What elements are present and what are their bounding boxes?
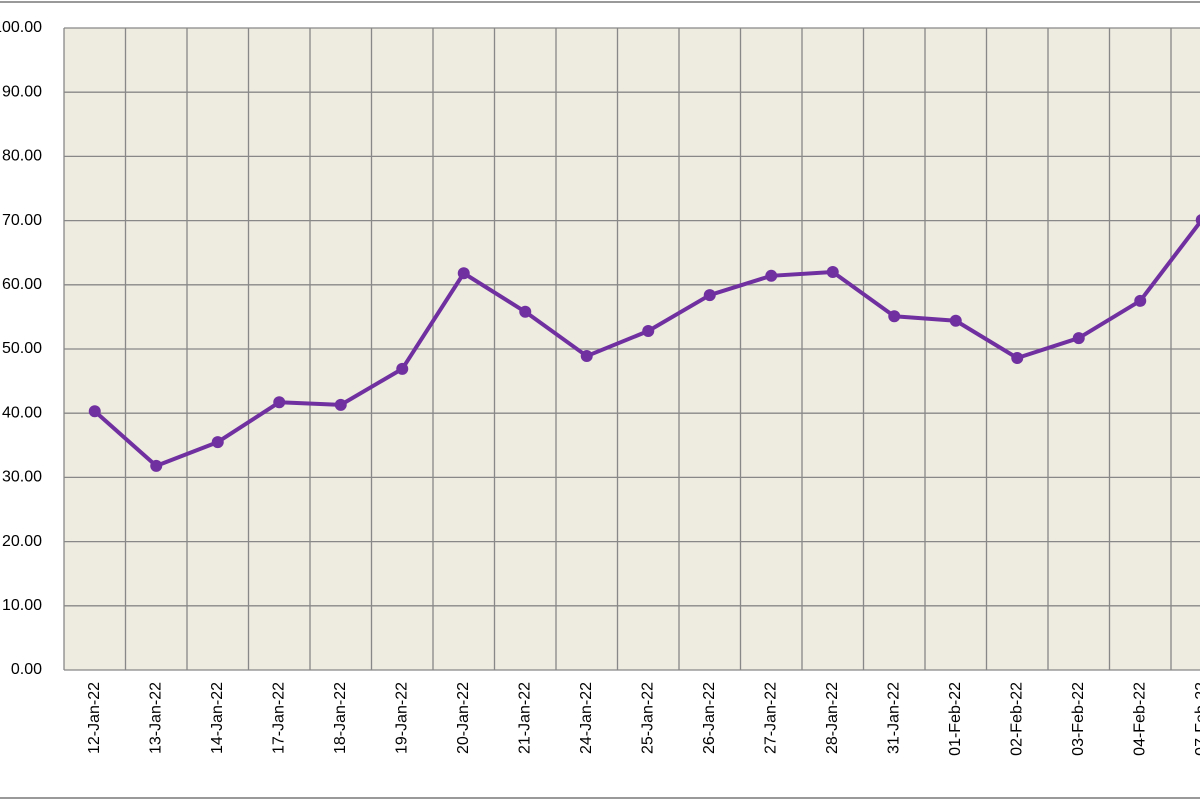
data-point xyxy=(703,289,716,302)
x-tick-label: 02-Feb-22 xyxy=(1008,682,1025,756)
data-point xyxy=(888,310,901,323)
y-tick-label: 90.00 xyxy=(2,83,42,100)
y-tick-label: 0.00 xyxy=(11,661,42,678)
data-point xyxy=(457,267,470,280)
x-tick-label: 27-Jan-22 xyxy=(762,682,779,754)
x-tick-label: 01-Feb-22 xyxy=(947,682,964,756)
y-tick-label: 10.00 xyxy=(2,597,42,614)
data-point xyxy=(519,305,532,318)
data-point xyxy=(765,269,778,282)
x-tick-label: 12-Jan-22 xyxy=(86,682,103,754)
data-point xyxy=(949,314,962,327)
y-tick-label: 40.00 xyxy=(2,404,42,421)
x-tick-label: 04-Feb-22 xyxy=(1131,682,1148,756)
x-tick-label: 18-Jan-22 xyxy=(332,682,349,754)
data-point xyxy=(88,405,101,418)
y-tick-label: 30.00 xyxy=(2,469,42,486)
y-tick-label: 60.00 xyxy=(2,276,42,293)
y-tick-label: 20.00 xyxy=(2,533,42,550)
y-tick-label: 70.00 xyxy=(2,212,42,229)
data-point xyxy=(334,398,347,411)
x-tick-label: 28-Jan-22 xyxy=(824,682,841,754)
x-tick-label: 24-Jan-22 xyxy=(578,682,595,754)
data-point xyxy=(1134,294,1147,307)
x-tick-label: 26-Jan-22 xyxy=(701,682,718,754)
x-tick-label: 07-Feb-22 xyxy=(1193,682,1200,756)
x-tick-label: 03-Feb-22 xyxy=(1070,682,1087,756)
data-point xyxy=(1072,332,1085,345)
y-tick-label: 80.00 xyxy=(2,148,42,165)
x-tick-label: 25-Jan-22 xyxy=(639,682,656,754)
data-point xyxy=(826,265,839,278)
x-tick-label: 13-Jan-22 xyxy=(147,682,164,754)
x-tick-label: 19-Jan-22 xyxy=(393,682,410,754)
data-point xyxy=(580,350,593,363)
x-tick-label: 21-Jan-22 xyxy=(516,682,533,754)
data-point xyxy=(150,459,163,472)
data-point xyxy=(1195,214,1200,226)
y-tick-label: 100.00 xyxy=(0,19,42,36)
data-point xyxy=(1011,351,1024,364)
x-tick-label: 14-Jan-22 xyxy=(209,682,226,754)
data-point xyxy=(273,396,286,409)
data-point xyxy=(211,436,224,449)
y-tick-label: 50.00 xyxy=(2,340,42,357)
data-point xyxy=(642,325,655,338)
x-tick-label: 20-Jan-22 xyxy=(455,682,472,754)
x-tick-label: 17-Jan-22 xyxy=(270,682,287,754)
x-tick-label: 31-Jan-22 xyxy=(885,682,902,754)
data-point xyxy=(396,362,409,375)
